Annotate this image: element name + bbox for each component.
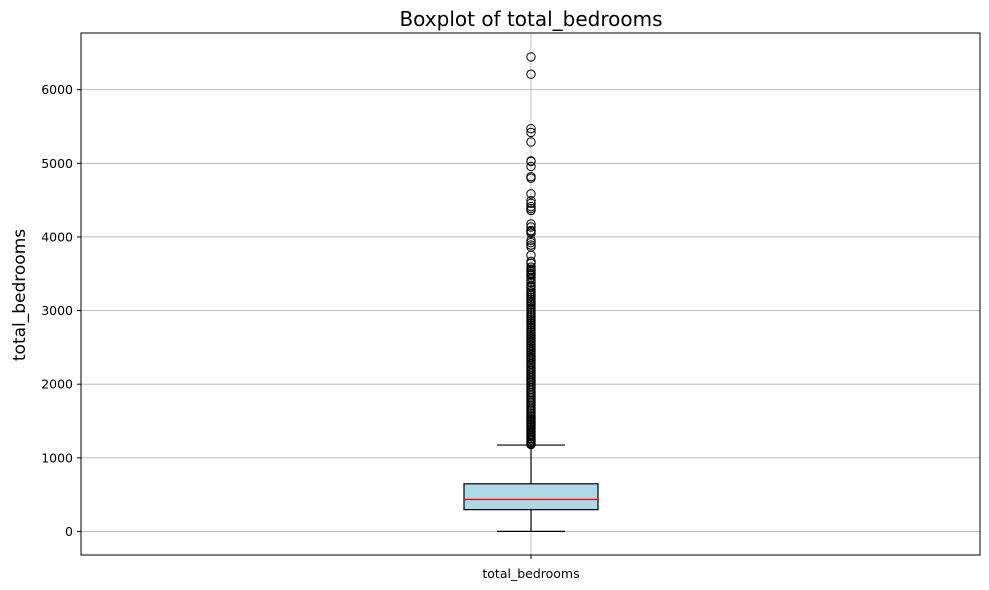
- outlier-point: [526, 272, 536, 282]
- axis-layer: 0 1000 2000 3000 4000 5000 6000 total_bedrooms: [41, 82, 579, 581]
- outlier-point: [526, 235, 536, 246]
- y-tick-label: 0: [65, 524, 73, 539]
- chart-title: Boxplot of total_bedrooms: [399, 7, 662, 31]
- outlier-point: [526, 127, 536, 138]
- outlier-point: [526, 156, 536, 167]
- outlier-point: [526, 161, 536, 172]
- y-tick-label: 3000: [41, 303, 73, 318]
- outlier-point: [526, 275, 536, 285]
- outlier-point: [526, 237, 536, 248]
- outlier-point: [526, 198, 536, 208]
- grid-layer: [81, 33, 980, 555]
- outlier-point: [526, 205, 536, 216]
- y-tick-label: 2000: [41, 377, 73, 392]
- outlier-point: [526, 439, 536, 450]
- y-tick-label: 5000: [41, 156, 73, 171]
- outlier-point: [526, 173, 536, 183]
- y-tick-label: 4000: [41, 229, 73, 244]
- y-tick-label: 6000: [41, 82, 73, 97]
- outlier-point: [526, 189, 536, 199]
- outlier-point: [526, 123, 536, 134]
- outlier-point: [526, 52, 536, 62]
- outlier-point: [526, 196, 536, 206]
- y-axis-label: total_bedrooms: [10, 229, 30, 361]
- y-tick-label: 1000: [41, 450, 73, 465]
- outlier-point: [526, 277, 536, 288]
- outlier-point: [526, 137, 536, 147]
- outlier-point: [526, 219, 536, 229]
- x-tick-label: total_bedrooms: [482, 566, 579, 581]
- outlier-layer: [526, 52, 536, 450]
- outlier-point: [526, 228, 536, 239]
- box-iqr: [463, 483, 599, 511]
- outlier-point: [526, 69, 536, 79]
- plot-frame: [80, 32, 981, 556]
- box-layer: [463, 444, 599, 532]
- outlier-point: [526, 222, 536, 232]
